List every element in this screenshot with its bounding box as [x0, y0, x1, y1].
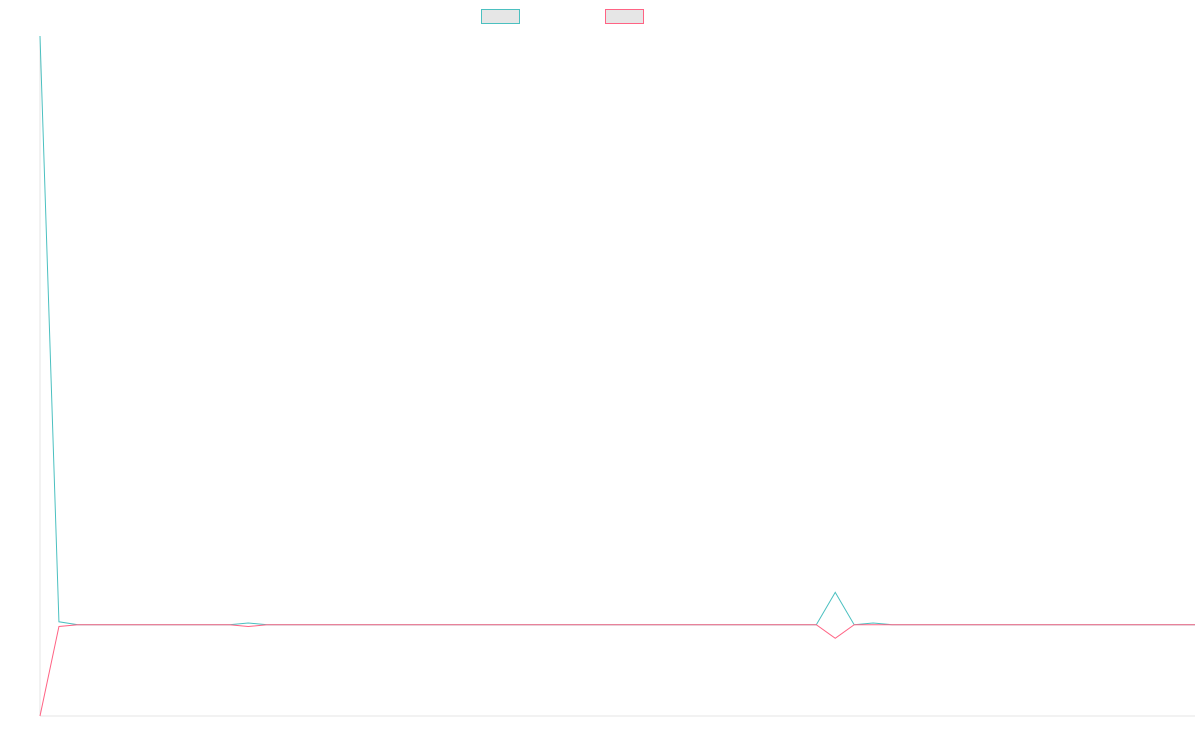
- series-1-line[interactable]: [39, 35, 1195, 626]
- series-layer: [39, 35, 1195, 717]
- legend-swatch-series-2[interactable]: [605, 9, 644, 24]
- legend: [0, 9, 1200, 27]
- legend-swatch-series-1[interactable]: [481, 9, 520, 24]
- series-2-line[interactable]: [39, 624, 1195, 717]
